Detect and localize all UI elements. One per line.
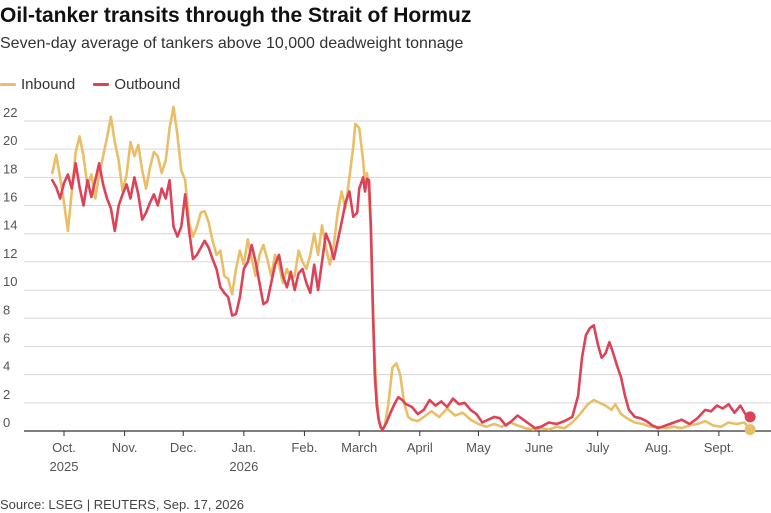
- y-tick-label-4: 4: [3, 359, 10, 374]
- series-line-inbound: [50, 105, 752, 431]
- x-tick-label-3: Jan.: [232, 440, 257, 455]
- y-tick-label-0: 0: [3, 415, 10, 430]
- series-line-outbound: [50, 162, 752, 431]
- x-tick-label-0: Oct.: [52, 440, 76, 455]
- y-tick-label-22: 22: [3, 105, 17, 120]
- x-tick-label-1: Nov.: [112, 440, 138, 455]
- y-tick-label-18: 18: [3, 161, 17, 176]
- chart-title: Oil-tanker transits through the Strait o…: [0, 4, 472, 27]
- legend-label-inbound: Inbound: [21, 76, 76, 93]
- y-tick-label-2: 2: [3, 387, 10, 402]
- x-tick-label-8: June: [525, 440, 553, 455]
- y-tick-label-6: 6: [3, 330, 10, 345]
- legend-label-outbound: Outbound: [114, 76, 181, 93]
- chart-subtitle: Seven-day average of tankers above 10,00…: [0, 35, 464, 52]
- series-end-marker-outbound: [744, 411, 756, 423]
- x-tick-label-5: March: [341, 440, 377, 455]
- x-tick-label-6: April: [407, 440, 433, 455]
- y-tick-label-10: 10: [3, 274, 17, 289]
- x-tick-sublabel-0: 2025: [50, 459, 79, 474]
- source-note: Source: LSEG | REUTERS, Sep. 17, 2026: [0, 497, 244, 512]
- y-tick-label-12: 12: [3, 246, 17, 261]
- y-tick-label-8: 8: [3, 302, 10, 317]
- legend-swatch-inbound: [0, 83, 16, 86]
- x-tick-label-2: Dec.: [170, 440, 197, 455]
- series-end-marker-inbound: [744, 424, 756, 436]
- y-tick-label-14: 14: [3, 218, 17, 233]
- y-tick-label-16: 16: [3, 190, 17, 205]
- x-tick-label-9: July: [586, 440, 610, 455]
- legend-item-outbound: Outbound: [93, 76, 180, 93]
- x-tick-label-4: Feb.: [291, 440, 317, 455]
- x-tick-sublabel-3: 2026: [229, 459, 258, 474]
- y-tick-label-20: 20: [3, 133, 17, 148]
- x-tick-label-10: Aug.: [645, 440, 672, 455]
- legend-swatch-outbound: [93, 83, 110, 86]
- x-tick-label-7: May: [466, 440, 491, 455]
- legend: Inbound Outbound: [0, 73, 194, 93]
- x-tick-label-11: Sept.: [704, 440, 734, 455]
- legend-item-inbound: Inbound: [0, 76, 75, 93]
